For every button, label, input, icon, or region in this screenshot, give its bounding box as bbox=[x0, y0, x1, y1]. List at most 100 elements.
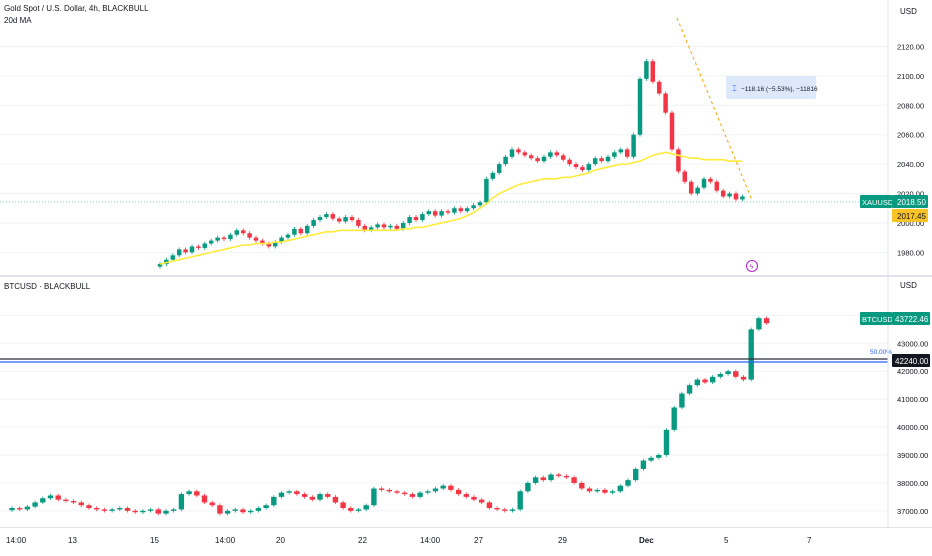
gold-candle bbox=[477, 202, 483, 206]
fib-label: 50.00% bbox=[870, 349, 892, 356]
y-tick-label: 43000.00 bbox=[897, 339, 928, 348]
gold-candle bbox=[228, 234, 233, 240]
btc-candle bbox=[532, 477, 539, 483]
btc-candle bbox=[502, 509, 508, 511]
btc-candle bbox=[363, 505, 369, 510]
btc-candle bbox=[556, 474, 562, 476]
btc-candle bbox=[32, 502, 38, 507]
btc-candle bbox=[163, 510, 169, 514]
btc-candle bbox=[625, 480, 631, 486]
btc-candle bbox=[132, 510, 138, 513]
y-tick-label: 42000.00 bbox=[897, 367, 928, 376]
gold-candle bbox=[612, 152, 617, 157]
btc-candle bbox=[455, 489, 462, 495]
gold-candle bbox=[253, 237, 259, 241]
x-tick-label: Dec bbox=[639, 536, 654, 545]
btc-candle bbox=[594, 489, 600, 492]
lightning-icon[interactable]: ϟ bbox=[745, 259, 759, 273]
gold-candle bbox=[196, 246, 201, 248]
time-axis[interactable]: 14:00 13 15 14:00 20 22 14:00 27 29 Dec 5 7 bbox=[0, 527, 932, 551]
btc-candle bbox=[232, 509, 238, 511]
gold-candle bbox=[445, 211, 451, 213]
gold-candle bbox=[157, 264, 163, 267]
btc-candle bbox=[378, 488, 385, 490]
gold-candle bbox=[637, 78, 643, 135]
btc-candle bbox=[394, 491, 400, 493]
btc-candle bbox=[656, 454, 662, 458]
x-tick-label: 14:00 bbox=[6, 536, 27, 545]
gold-candle bbox=[317, 217, 323, 220]
btc-candle bbox=[301, 494, 308, 497]
gold-candle bbox=[733, 193, 739, 200]
btc-candle bbox=[147, 509, 154, 511]
x-tick-label: 22 bbox=[358, 536, 367, 545]
gold-candle bbox=[631, 134, 636, 157]
btc-candle bbox=[440, 485, 446, 489]
btc-chart-pane[interactable]: 50.00% 44000.0043000.0042000.0041000.004… bbox=[0, 277, 932, 527]
gold-candle bbox=[381, 224, 387, 228]
btc-chart-title[interactable]: BTCUSD · BLACKBULL bbox=[4, 282, 91, 291]
measure-tooltip[interactable]: ⌶ −118.16 (−5.53%), −11816 bbox=[726, 76, 818, 99]
gold-candle bbox=[471, 205, 476, 209]
gold-candle bbox=[176, 249, 182, 256]
btc-candle bbox=[763, 318, 770, 324]
btc-candle bbox=[63, 499, 69, 502]
chart-title[interactable]: Gold Spot / U.S. Dollar, 4h, BLACKBULL bbox=[4, 4, 149, 13]
btc-candle bbox=[517, 491, 523, 510]
btc-candle bbox=[640, 460, 647, 469]
currency-label[interactable]: USD bbox=[900, 7, 917, 16]
gold-candle bbox=[656, 81, 662, 94]
btc-candle bbox=[725, 371, 731, 375]
ma-line bbox=[159, 151, 743, 265]
gold-candle bbox=[413, 217, 419, 220]
btc-candle bbox=[309, 496, 315, 500]
btc-symbol-label: BTCUSD bbox=[862, 315, 893, 324]
btc-candle bbox=[756, 318, 762, 330]
btc-candle bbox=[94, 508, 100, 510]
btc-candle bbox=[224, 510, 231, 514]
btc-currency-label[interactable]: USD bbox=[900, 281, 917, 290]
gold-candle bbox=[669, 112, 675, 150]
gold-chart-pane[interactable]: 2120.00 2100.00 2080.00 2060.00 2040.00 2020.… bbox=[0, 0, 932, 276]
gold-candle bbox=[240, 230, 246, 234]
btc-candle bbox=[371, 488, 377, 506]
projection-line bbox=[676, 17, 753, 201]
y-tick-label: 1980.00 bbox=[897, 248, 924, 257]
gold-candle bbox=[714, 181, 720, 191]
gold-candle bbox=[349, 217, 355, 220]
btc-candle bbox=[463, 494, 469, 497]
btc-candle bbox=[155, 509, 161, 514]
gold-candle bbox=[586, 164, 592, 170]
btc-candle bbox=[217, 505, 223, 514]
measure-text: −118.16 (−5.53%), −11816 bbox=[741, 86, 818, 93]
btc-candle bbox=[479, 499, 485, 503]
btc-chart-svg[interactable]: 50.00% 44000.0043000.0042000.0041000.004… bbox=[0, 277, 932, 527]
last-price-label: 2018.50 bbox=[897, 198, 926, 207]
gold-candle bbox=[599, 158, 604, 162]
btc-candle bbox=[55, 495, 61, 500]
gold-candle bbox=[215, 237, 220, 241]
gold-candle bbox=[624, 149, 630, 157]
gold-candle bbox=[375, 224, 380, 228]
btc-candle bbox=[525, 482, 531, 492]
gold-candle bbox=[285, 234, 291, 238]
btc-candle bbox=[402, 492, 408, 495]
btc-candle bbox=[409, 494, 416, 497]
btc-price-label: 43722.46 bbox=[895, 315, 929, 324]
gold-candle bbox=[439, 211, 444, 216]
gold-candle bbox=[247, 233, 252, 238]
btc-candle bbox=[471, 496, 477, 500]
y-tick-label: 2000.00 bbox=[897, 219, 924, 228]
y-tick-label: 40000.00 bbox=[897, 423, 928, 432]
btc-candle bbox=[609, 491, 616, 493]
btc-candle bbox=[579, 482, 585, 489]
indicator-label[interactable]: 20d MA bbox=[4, 16, 32, 25]
x-tick-label: 29 bbox=[558, 536, 567, 545]
btc-candle bbox=[548, 474, 554, 481]
btc-candle bbox=[540, 477, 546, 481]
gold-chart-svg[interactable]: 2120.00 2100.00 2080.00 2060.00 2040.00 2020.… bbox=[0, 0, 932, 276]
pane-separator[interactable] bbox=[0, 275, 932, 277]
btc-candle bbox=[263, 505, 269, 509]
btc-candle bbox=[417, 492, 423, 497]
gold-candle bbox=[458, 208, 464, 212]
